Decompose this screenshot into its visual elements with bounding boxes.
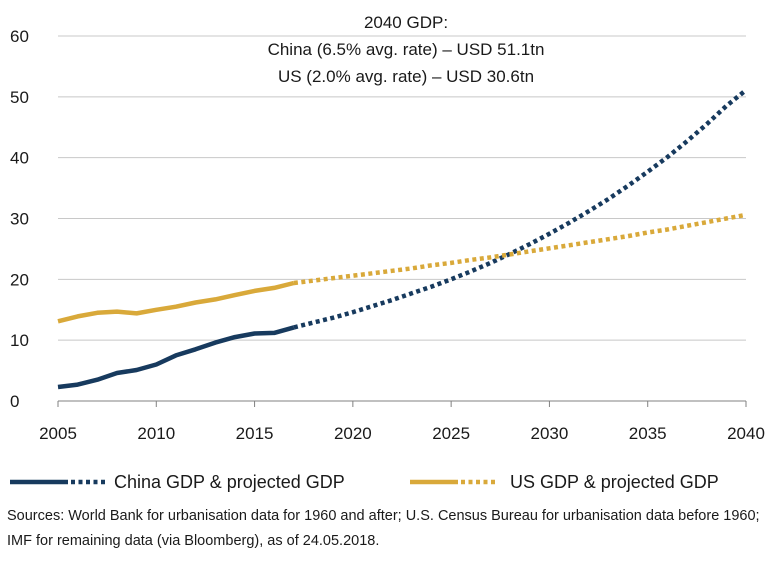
- x-tick-label: 2040: [727, 424, 765, 443]
- x-tick-label: 2020: [334, 424, 372, 443]
- y-tick-label: 0: [10, 392, 19, 411]
- y-tick-label: 60: [10, 27, 29, 46]
- series-1-actual-line: [57, 280, 295, 324]
- series-0-actual-line: [57, 325, 295, 390]
- x-tick-label: 2010: [137, 424, 175, 443]
- sources-note: Sources: World Bank for urbanisation dat…: [7, 508, 760, 549]
- series-lines: [57, 88, 748, 390]
- legend-label: China GDP & projected GDP: [114, 472, 345, 492]
- y-tick-label: 10: [10, 331, 29, 350]
- x-tick-label: 2030: [531, 424, 569, 443]
- y-tick-label: 50: [10, 88, 29, 107]
- x-tick-label: 2025: [432, 424, 470, 443]
- y-tick-label: 30: [10, 210, 29, 229]
- x-tick-label: 2005: [39, 424, 77, 443]
- series-1-projected-line: [293, 212, 747, 286]
- series-0-projected-line: [293, 88, 748, 330]
- annotation-line: 2040 GDP:: [364, 13, 448, 32]
- x-tick-label: 2035: [629, 424, 667, 443]
- annotation-line: US (2.0% avg. rate) – USD 30.6tn: [278, 67, 534, 86]
- y-tick-label: 40: [10, 149, 29, 168]
- legend-label: US GDP & projected GDP: [510, 472, 719, 492]
- x-tick-label: 2015: [236, 424, 274, 443]
- annotation-line: China (6.5% avg. rate) – USD 51.1tn: [268, 40, 545, 59]
- axes: [57, 400, 747, 407]
- y-tick-label: 20: [10, 270, 29, 289]
- annotation-2040-gdp: 2040 GDP: China (6.5% avg. rate) – USD 51…: [268, 13, 545, 86]
- gridlines: [58, 35, 746, 341]
- legend: China GDP & projected GDP US GDP & projec…: [10, 472, 719, 492]
